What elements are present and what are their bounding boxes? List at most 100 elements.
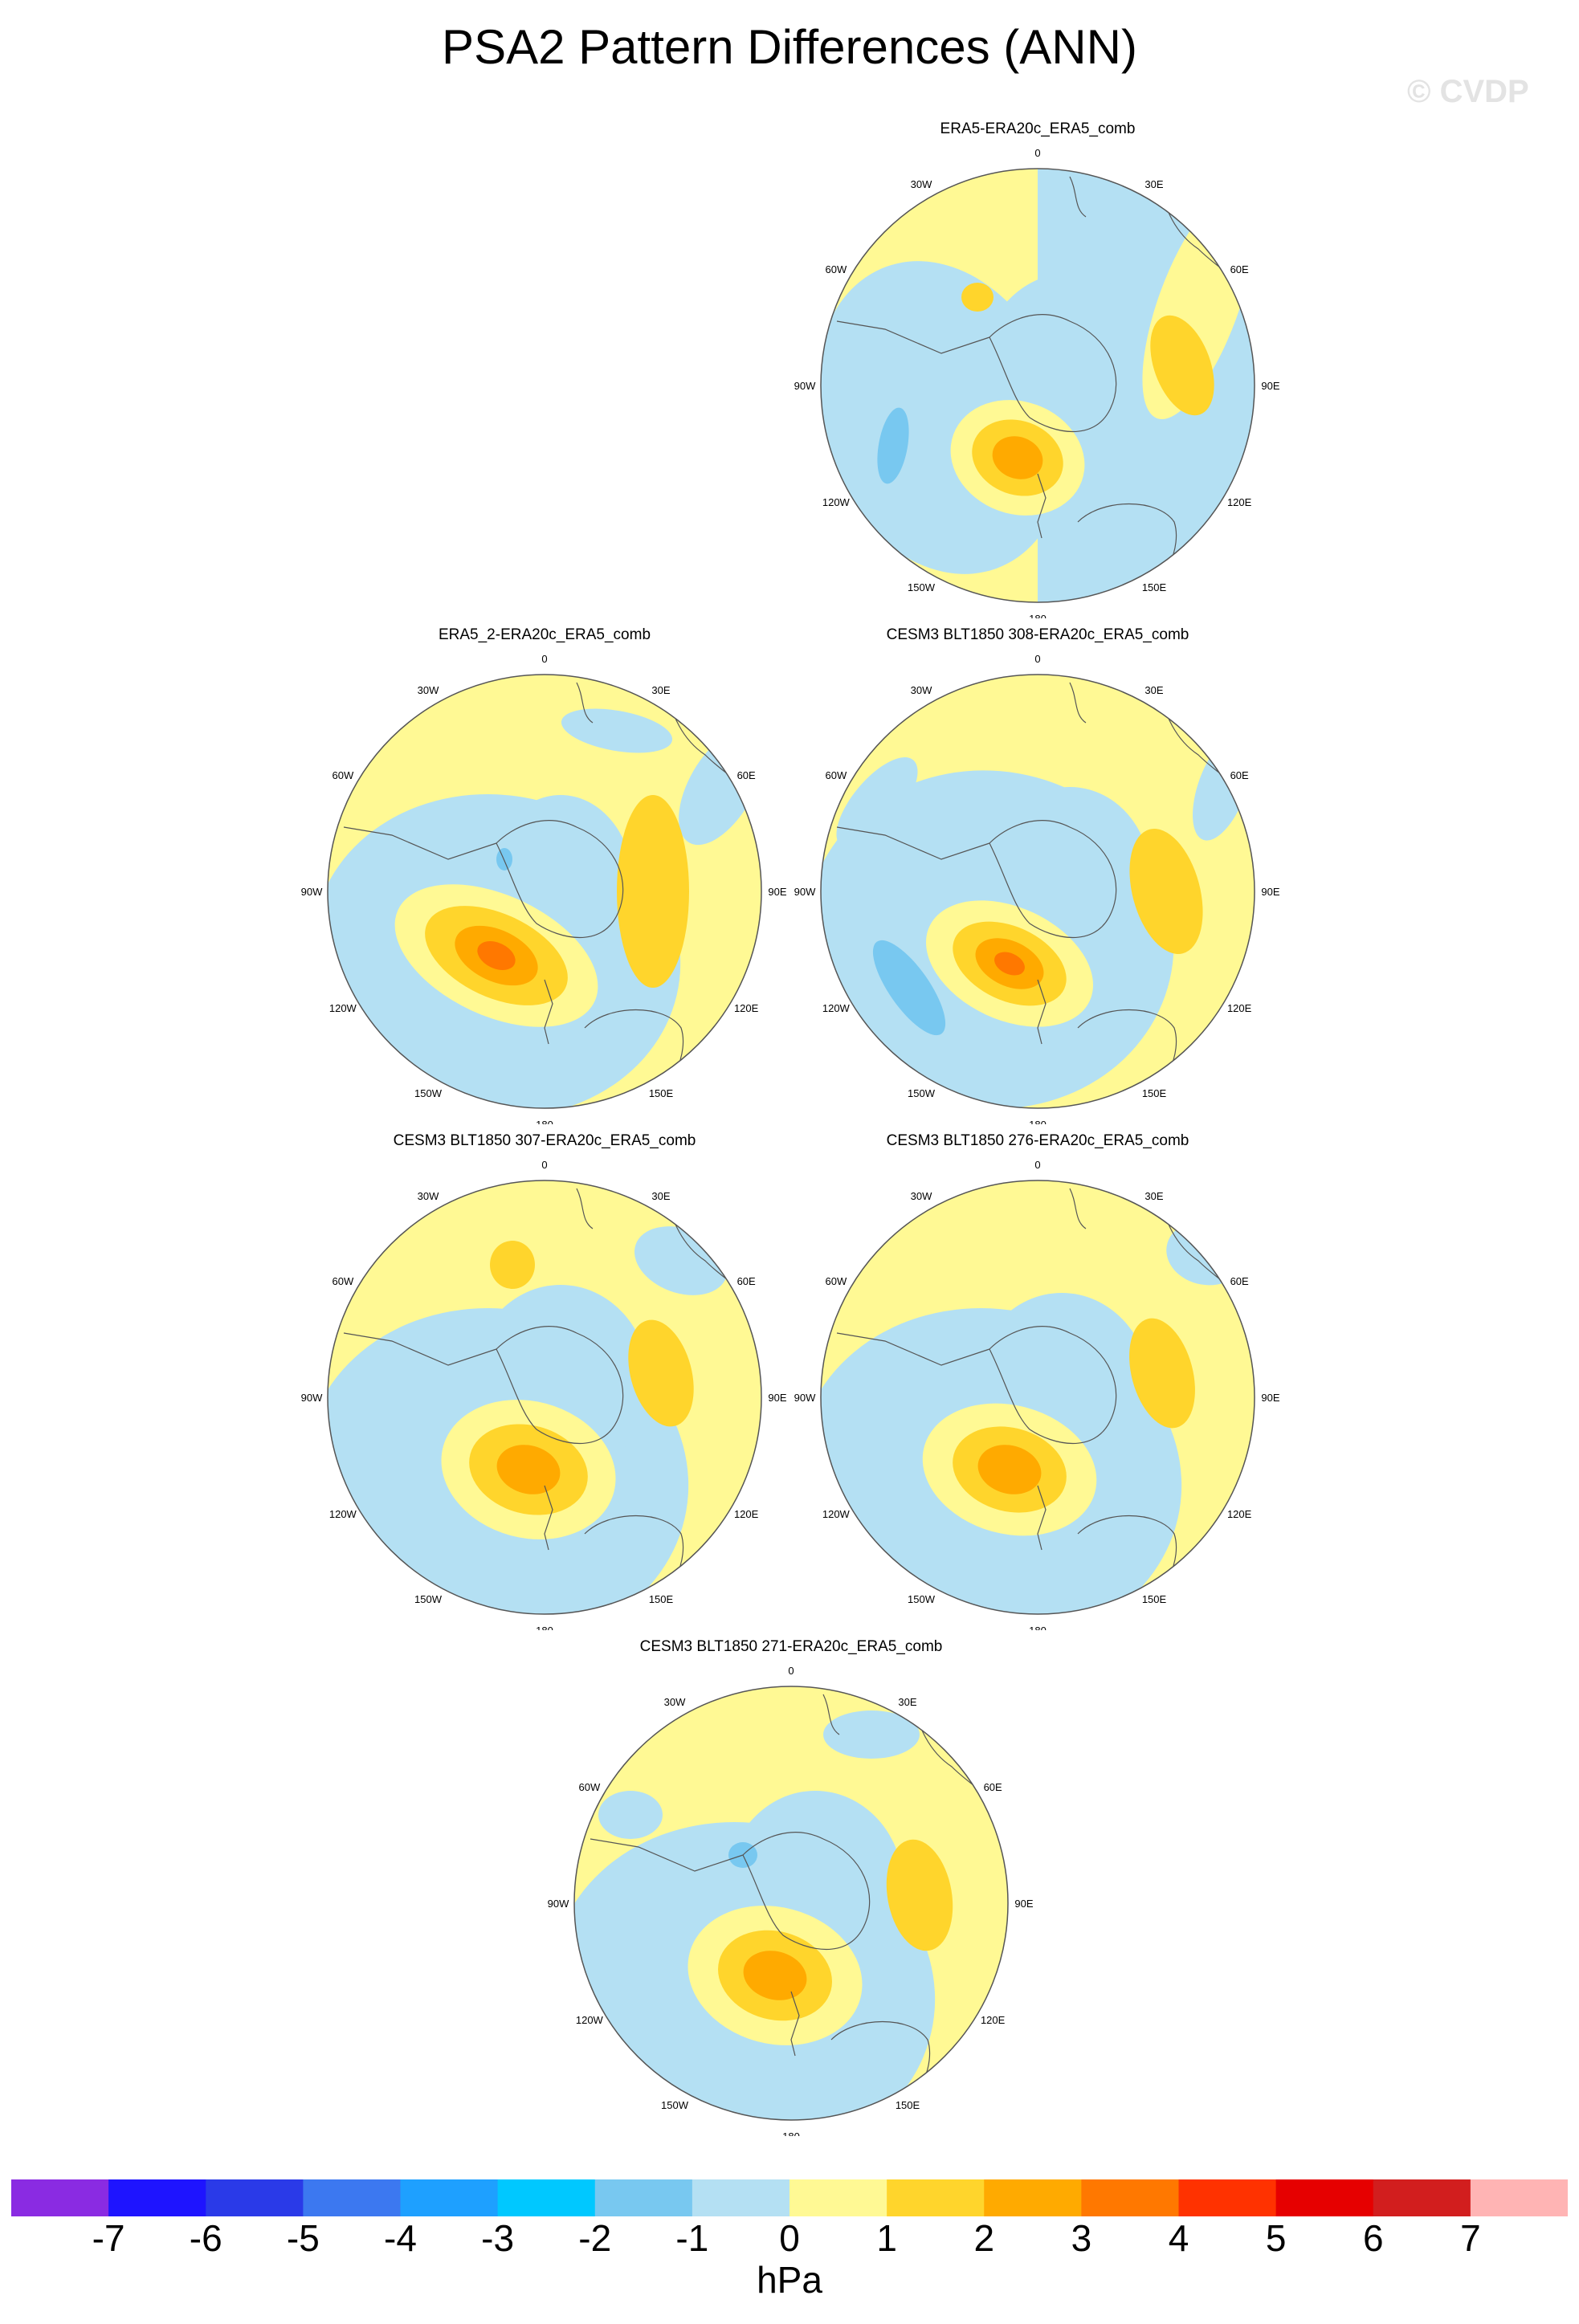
- contour-region: [886, 1839, 953, 1951]
- map-panel: CESM3 BLT1850 308-ERA20c_ERA5_comb 0 30E 60…: [781, 626, 1295, 1124]
- colorbar-swatch: [206, 2179, 304, 2216]
- colorbar-tick-label: 6: [1362, 2217, 1384, 2259]
- coastline: [590, 1838, 744, 1872]
- contour-region: [628, 1319, 694, 1427]
- lon-label: 90E: [768, 886, 786, 898]
- colorbar-tick-label: 1: [876, 2217, 897, 2259]
- coastline: [1037, 1485, 1047, 1551]
- polar-map: 0 30E 60E 90E 120E 150E 180 150W 120W 90W 60W 30W: [301, 1159, 787, 1630]
- lon-label: 0: [1034, 653, 1040, 665]
- panel-title: CESM3 BLT1850 308-ERA20c_ERA5_comb: [886, 626, 1189, 643]
- lon-label: 180: [1029, 1119, 1047, 1124]
- coastline: [742, 1832, 871, 1951]
- polar-map: 0 30E 60E 90E 120E 150E 180 150W 120W 90W 60W 30W: [794, 1159, 1280, 1630]
- contour-region: [598, 1791, 663, 1839]
- contour-region: [977, 1445, 1042, 1494]
- lon-label: 120W: [329, 1002, 357, 1014]
- lon-label: 150E: [649, 1087, 674, 1099]
- lon-label: 30W: [664, 1696, 686, 1708]
- panel-title: CESM3 BLT1850 307-ERA20c_ERA5_comb: [393, 1132, 696, 1149]
- colorbar-tick-label: 7: [1460, 2217, 1481, 2259]
- lon-label: 0: [1034, 147, 1040, 159]
- colorbar-swatch: [1275, 2179, 1374, 2216]
- colorbar-tick-label: 0: [779, 2217, 800, 2259]
- contour-region: [743, 1951, 807, 2000]
- lon-label: 120W: [822, 1508, 851, 1520]
- lon-label: 90W: [794, 380, 816, 392]
- coastline: [989, 314, 1117, 433]
- colorbar-swatch: [984, 2179, 1082, 2216]
- colorbar-tick-label: -2: [578, 2217, 612, 2259]
- lon-label: 30W: [418, 1190, 439, 1202]
- colorbar-tick-label: 3: [1071, 2217, 1092, 2259]
- contour-region: [477, 941, 516, 970]
- lon-label: 180: [536, 1625, 553, 1630]
- panel-title: ERA5-ERA20c_ERA5_comb: [940, 120, 1136, 137]
- coastline: [1069, 1188, 1087, 1229]
- lon-label: 90W: [548, 1898, 569, 1910]
- lon-label: 150W: [414, 1593, 443, 1605]
- contour-region: [1129, 828, 1203, 955]
- lon-label: 90W: [301, 886, 323, 898]
- contour-region: [872, 940, 946, 1036]
- lon-label: 30E: [898, 1696, 916, 1708]
- coastline: [576, 1188, 594, 1229]
- colorbar-swatch: [1470, 2179, 1568, 2216]
- lon-label: 150W: [908, 1593, 936, 1605]
- lon-label: 0: [541, 653, 547, 665]
- lon-label: 150W: [908, 581, 936, 593]
- contour-region: [992, 436, 1043, 479]
- lon-label: 150E: [1142, 581, 1167, 593]
- colorbar-swatch: [400, 2179, 499, 2216]
- contour-region: [496, 848, 512, 870]
- map-panel: ERA5_2-ERA20c_ERA5_comb 0 30E 60E 90E 120E 150…: [288, 626, 802, 1124]
- lon-label: 120W: [329, 1508, 357, 1520]
- figure-title: PSA2 Pattern Differences (ANN): [442, 20, 1137, 74]
- coastline: [544, 979, 553, 1045]
- lon-label: 90E: [1261, 1392, 1279, 1404]
- lon-label: 150W: [661, 2099, 689, 2111]
- lon-label: 120E: [1227, 496, 1252, 508]
- lon-label: 180: [1029, 613, 1047, 618]
- coastline: [496, 820, 624, 939]
- lon-label: 60W: [825, 1275, 847, 1287]
- panel-title: ERA5_2-ERA20c_ERA5_comb: [438, 626, 651, 643]
- lon-label: 60W: [578, 1781, 600, 1793]
- panel-title: CESM3 BLT1850 276-ERA20c_ERA5_comb: [886, 1132, 1189, 1149]
- lon-label: 120W: [822, 1002, 851, 1014]
- colorbar-swatch: [303, 2179, 401, 2216]
- lon-label: 180: [1029, 1625, 1047, 1630]
- lon-label: 30W: [911, 1190, 932, 1202]
- colorbar-swatch: [1373, 2179, 1471, 2216]
- lon-label: 30E: [1144, 1190, 1163, 1202]
- colorbar-swatch: [790, 2179, 887, 2216]
- colorbar-swatch: [108, 2179, 206, 2216]
- colorbar-swatch: [11, 2179, 109, 2216]
- contour-region: [496, 1445, 561, 1494]
- lon-label: 90E: [768, 1392, 786, 1404]
- coastline: [544, 1485, 553, 1551]
- contour-region: [836, 757, 918, 849]
- map-panel: CESM3 BLT1850 307-ERA20c_ERA5_comb 0 30E 60…: [288, 1132, 802, 1630]
- contour-region: [994, 952, 1025, 976]
- lon-label: 90E: [1261, 380, 1279, 392]
- coastline: [1037, 979, 1047, 1045]
- lon-label: 90E: [1261, 886, 1279, 898]
- lon-label: 60E: [737, 769, 756, 781]
- polar-map: 0 30E 60E 90E 120E 150E 180 150W 120W 90W 60W 30W: [301, 653, 787, 1124]
- lon-label: 90W: [301, 1392, 323, 1404]
- contour-region: [490, 1241, 535, 1289]
- colorbar-swatch: [1178, 2179, 1277, 2216]
- lon-label: 150E: [896, 2099, 920, 2111]
- lon-label: 0: [788, 1665, 794, 1677]
- lon-label: 150W: [908, 1087, 936, 1099]
- lon-label: 60E: [1230, 769, 1249, 781]
- colorbar-swatch: [497, 2179, 596, 2216]
- coastline: [989, 820, 1117, 939]
- map-panel: ERA5-ERA20c_ERA5_comb 0 30E 60E 90E 120E 150E 1…: [781, 120, 1295, 618]
- contour-region: [1150, 315, 1214, 416]
- lon-label: 90E: [1014, 1898, 1033, 1910]
- lon-label: 150W: [414, 1087, 443, 1099]
- coastline: [836, 826, 990, 860]
- coastline: [1069, 176, 1087, 218]
